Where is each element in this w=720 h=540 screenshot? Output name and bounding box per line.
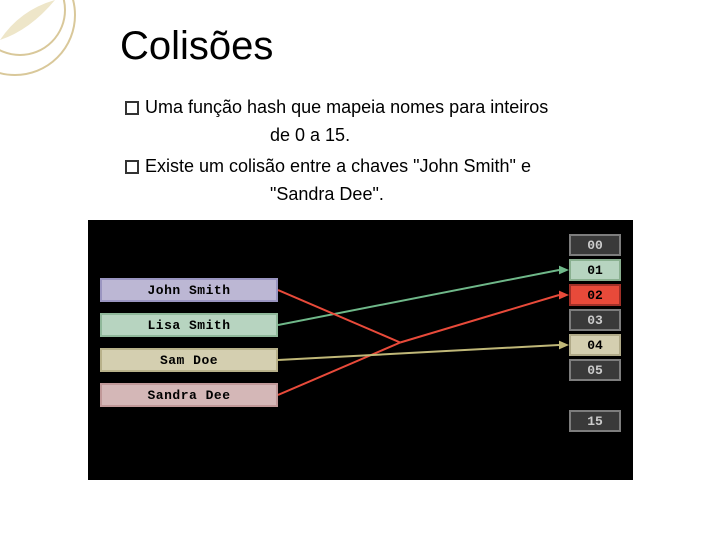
bullet-item: Uma função hash que mapeia nomes para in… (125, 95, 680, 119)
bullet-item: Existe um colisão entre a chaves "John S… (125, 154, 680, 178)
hash-slot: 02 (569, 284, 621, 306)
hash-slot: 04 (569, 334, 621, 356)
hash-key: John Smith (100, 278, 278, 302)
hash-slot: 05 (569, 359, 621, 381)
hash-slot: 03 (569, 309, 621, 331)
bullet-continuation: de 0 a 15. (270, 123, 680, 147)
hash-diagram: John Smith Lisa Smith Sam Doe Sandra Dee 00… (88, 220, 633, 480)
hash-key: Sam Doe (100, 348, 278, 372)
hash-slot: 00 (569, 234, 621, 256)
hash-slot: 15 (569, 410, 621, 432)
bullet-text: Uma função hash que mapeia nomes para in… (145, 95, 680, 119)
bullet-list: Uma função hash que mapeia nomes para in… (125, 95, 680, 212)
hash-slot: 01 (569, 259, 621, 281)
bullet-checkbox-icon (125, 160, 139, 174)
hash-key: Sandra Dee (100, 383, 278, 407)
corner-decoration (0, 0, 110, 110)
slide-title: Colisões (120, 24, 273, 69)
bullet-checkbox-icon (125, 101, 139, 115)
hash-key: Lisa Smith (100, 313, 278, 337)
hash-lines (278, 220, 569, 480)
bullet-text: Existe um colisão entre a chaves "John S… (145, 154, 680, 178)
bullet-continuation: "Sandra Dee". (270, 182, 680, 206)
